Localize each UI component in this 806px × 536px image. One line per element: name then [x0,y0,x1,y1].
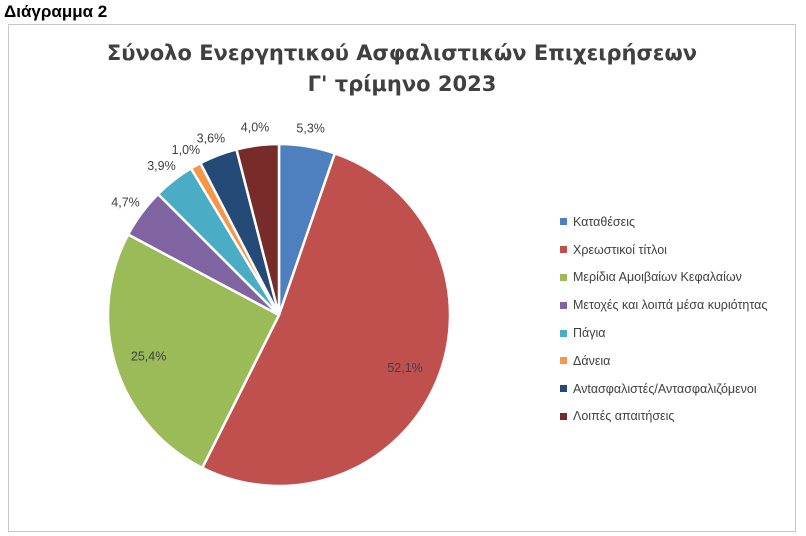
legend-swatch [560,357,567,365]
legend-item-7: Ανtασφαλιστές/Αντασφαλιζόμενοι [560,375,767,403]
legend-item-5: Πάγια [560,319,767,347]
legend-label: Χρεωστικοί τίτλοι [573,242,667,257]
legend-label: Λοιπές απαιτήσεις [573,409,675,424]
pie-data-label-7: 3,6% [197,131,226,145]
pie-data-label-6: 1,0% [172,143,201,157]
pie-data-label-4: 4,7% [111,195,140,209]
legend-item-2: Χρεωστικοί τίτλοι [560,236,767,264]
legend-item-1: Καταθέσεις [560,208,767,236]
legend-item-8: Λοιπές απαιτήσεις [560,403,767,431]
legend-label: Ανtασφαλιστές/Αντασφαλιζόμενοι [573,381,757,396]
legend-swatch [560,412,567,420]
legend-item-3: Μερίδια Αμοιβαίων Κεφαλαίων [560,264,767,292]
legend-swatch [560,218,567,226]
pie-data-label-8: 4,0% [241,120,270,134]
legend-swatch [560,329,567,337]
pie-slice-2 [200,151,452,488]
legend-label: Πάγια [573,326,606,341]
legend-label: Δάνεια [573,353,611,368]
chart-legend: Καταθέσεις Χρεωστικοί τίτλοι Μερίδια Αμοιβ… [560,208,767,430]
pie-data-label-3: 25,4% [131,349,166,363]
chart-title: Σύνολο Ενεργητικού Ασφαλιστικών Επιχειρή… [8,38,796,100]
legend-swatch [560,385,567,393]
chart-title-main: Σύνολο Ενεργητικού Ασφαλιστικών Επιχειρή… [106,41,698,65]
legend-label: Μερίδια Αμοιβαίων Κεφαλαίων [573,270,742,285]
pie-slice-8 [234,142,281,316]
diagram-label: Διάγραμμα 2 [4,2,108,21]
pie-data-label-5: 3,9% [147,159,176,173]
legend-swatch [560,301,567,309]
legend-label: Μετοχές και λοιπά μέσα κυριότητας [573,298,768,313]
legend-label: Καταθέσεις [573,214,636,229]
pie-data-label-2: 52,1% [387,361,422,375]
chart-subtitle: Γ' τρίμηνο 2023 [307,72,497,96]
legend-item-6: Δάνεια [560,347,767,375]
legend-item-4: Μετοχές και λοιπά μέσα κυριότητας [560,291,767,319]
legend-swatch [560,273,567,281]
pie-data-label-1: 5,3% [296,122,325,136]
legend-swatch [560,246,567,254]
